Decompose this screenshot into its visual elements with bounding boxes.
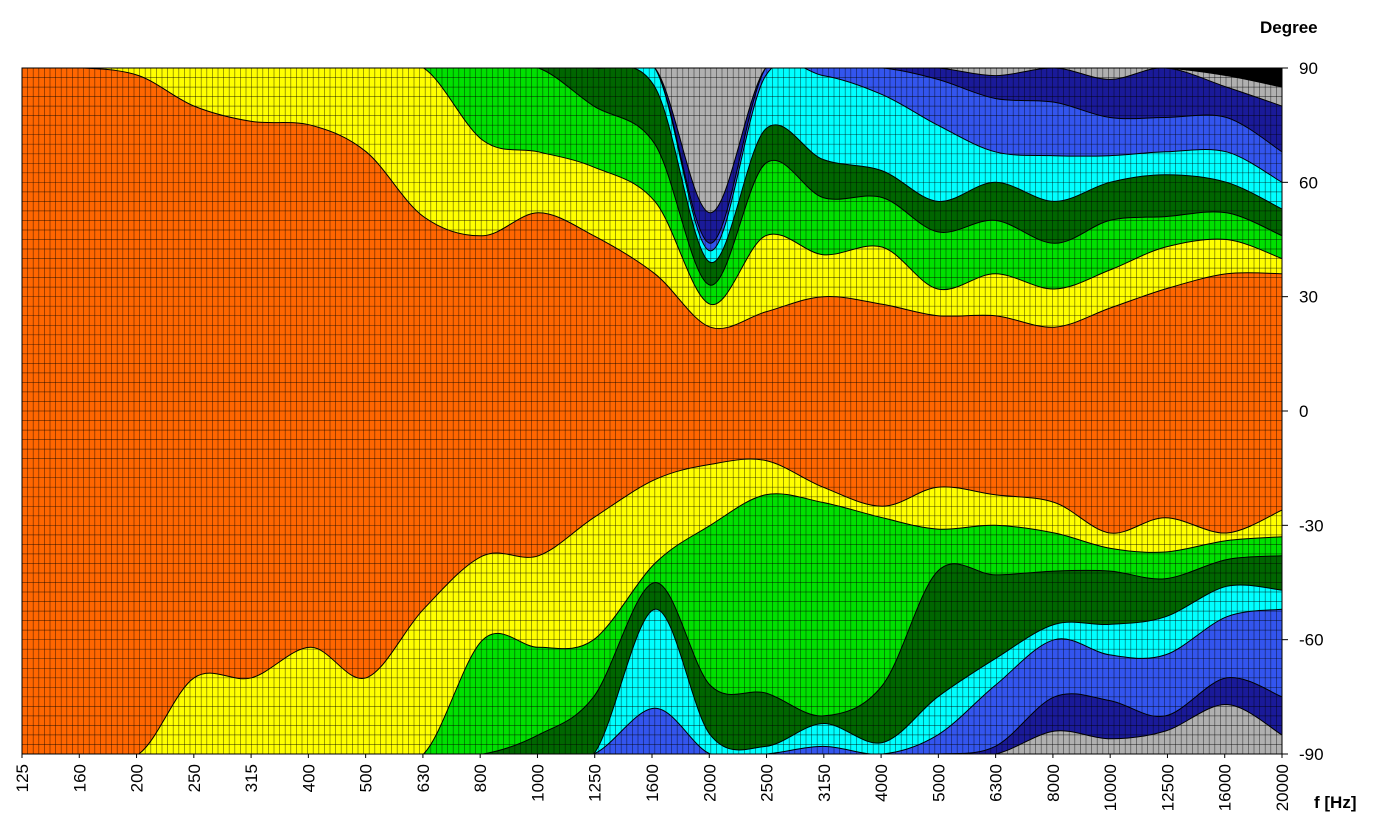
plot-grid xyxy=(22,68,1282,754)
y-tick-label: 0 xyxy=(1299,402,1308,421)
x-tick-label: 250 xyxy=(185,764,204,792)
y-tick-label: -90 xyxy=(1299,745,1324,764)
y-tick-label: -30 xyxy=(1299,516,1324,535)
lower-band-5 xyxy=(22,608,1282,754)
y-tick-label: 60 xyxy=(1299,173,1318,192)
contour-bands xyxy=(22,68,1282,754)
x-tick-label: 16000 xyxy=(1216,764,1235,811)
x-tick-label: 6300 xyxy=(987,764,1006,802)
upper-band-7 xyxy=(22,68,1282,214)
y-tick-label: 30 xyxy=(1299,288,1318,307)
lower-band-7 xyxy=(22,703,1282,754)
x-tick-label: 2500 xyxy=(758,764,777,802)
x-tick-label: 8000 xyxy=(1044,764,1063,802)
x-tick-label: 20000 xyxy=(1273,764,1292,811)
y-tick-label: -60 xyxy=(1299,631,1324,650)
x-tick-label: 12500 xyxy=(1158,764,1177,811)
x-tick-label: 2000 xyxy=(700,764,719,802)
x-axis-title: f [Hz] xyxy=(1314,793,1356,812)
x-tick-label: 800 xyxy=(471,764,490,792)
x-tick-label: 400 xyxy=(299,764,318,792)
x-tick-label: 10000 xyxy=(1101,764,1120,811)
x-tick-label: 160 xyxy=(70,764,89,792)
x-tick-label: 1250 xyxy=(586,764,605,802)
x-tick-label: 125 xyxy=(13,764,32,792)
x-tick-label: 1600 xyxy=(643,764,662,802)
x-tick-label: 5000 xyxy=(929,764,948,802)
y-tick-label: 90 xyxy=(1299,59,1318,78)
y-axis-title: Degree xyxy=(1260,18,1318,37)
y-axis-ticks: 90 60 30 0 -30 -60 -90 xyxy=(1282,59,1324,764)
x-tick-label: 4000 xyxy=(872,764,891,802)
x-tick-label: 1000 xyxy=(528,764,547,802)
x-tick-label: 3150 xyxy=(815,764,834,802)
x-tick-label: 500 xyxy=(357,764,376,792)
x-axis-ticks: 125 160 200 250 315 400 500 630 800 1000 1250 1600 2… xyxy=(13,754,1292,811)
x-tick-label: 630 xyxy=(414,764,433,792)
x-tick-label: 315 xyxy=(242,764,261,792)
x-tick-label: 200 xyxy=(128,764,147,792)
